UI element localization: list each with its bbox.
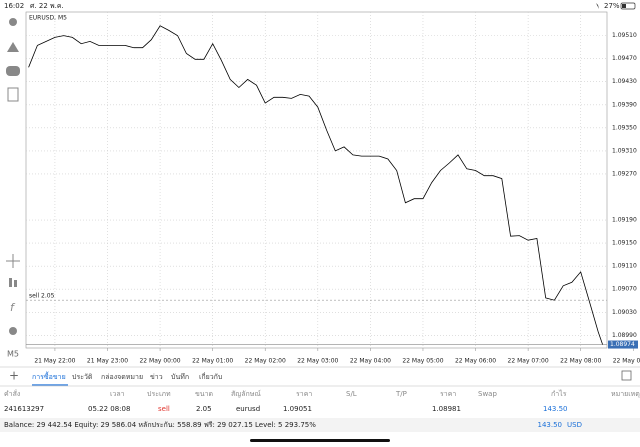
- table-header: ราคา: [296, 390, 312, 398]
- indicator-icon-2[interactable]: [14, 280, 17, 287]
- table-header: S/L: [346, 390, 357, 398]
- chat-icon[interactable]: [6, 66, 20, 76]
- table-header: ประเภท: [147, 390, 171, 398]
- location-icon: [596, 3, 599, 9]
- add-button[interactable]: +: [9, 369, 19, 383]
- y-tick-label: 1.08990: [612, 332, 637, 339]
- y-tick-label: 1.09510: [612, 32, 637, 39]
- x-tick-label: 21 May 23:00: [87, 358, 128, 365]
- news-icon[interactable]: [7, 87, 19, 102]
- crosshair-icon[interactable]: [6, 254, 20, 268]
- function-icon[interactable]: f: [10, 301, 16, 314]
- tab[interactable]: ประวัติ: [72, 373, 93, 381]
- total-profit: 143.50: [538, 421, 563, 429]
- y-tick-label: 1.09150: [612, 240, 637, 247]
- home-indicator: [250, 439, 390, 442]
- x-tick-label: 22 May 00:00: [139, 358, 180, 365]
- left-toolbar: f: [6, 18, 20, 335]
- battery-level: 27%: [604, 2, 620, 10]
- y-tick-label: 1.09470: [612, 55, 637, 62]
- cell-profit: 143.50: [543, 405, 568, 413]
- currency: USD: [567, 421, 582, 429]
- y-tick-label: 1.09310: [612, 147, 637, 154]
- account-icon[interactable]: [9, 18, 17, 26]
- tab[interactable]: เกี่ยวกับ: [199, 372, 222, 381]
- price-line-series: [28, 25, 603, 345]
- tab[interactable]: การซื้อขาย: [32, 370, 66, 381]
- cell-order: 241613297: [4, 405, 44, 413]
- table-row[interactable]: [0, 402, 640, 416]
- table-header: ราคา: [440, 390, 456, 398]
- cell-time: 05.22 08:08: [88, 405, 130, 413]
- table-header: สัญลักษณ์: [231, 390, 261, 398]
- cell-price: 1.08981: [432, 405, 461, 413]
- x-tick-label: 22 May 06:00: [455, 358, 496, 365]
- y-tick-label: 1.09270: [612, 170, 637, 177]
- order-label: sell 2.05: [29, 293, 55, 300]
- table-header: เวลา: [110, 390, 125, 398]
- chart-frame: [25, 11, 608, 349]
- y-tick-label: 1.09430: [612, 78, 637, 85]
- tab[interactable]: บันทึก: [171, 372, 189, 381]
- trade-icon[interactable]: [7, 42, 19, 52]
- cell-open-price: 1.09051: [283, 405, 312, 413]
- x-tick-label: 22 May 03:00: [297, 358, 338, 365]
- table-header: คำสั่ง: [4, 389, 20, 398]
- objects-icon[interactable]: [9, 327, 17, 335]
- y-tick-label: 1.09190: [612, 217, 637, 224]
- y-tick-label: 1.09030: [612, 309, 637, 316]
- x-tick-label: 22 May 08:00: [560, 358, 601, 365]
- x-tick-label: 21 May 22:00: [34, 358, 75, 365]
- price-box: [608, 340, 638, 349]
- status-time: 16:02: [4, 2, 24, 10]
- summary-bar: [0, 418, 640, 432]
- timeframe[interactable]: M5: [7, 350, 19, 359]
- indicator-icon[interactable]: [9, 278, 12, 287]
- x-tick-label: 22 May 09:00: [613, 358, 640, 365]
- menu-icon[interactable]: [621, 370, 632, 381]
- table-header: T/P: [395, 390, 407, 398]
- chart: 1.09510 1.09470 1.09430 1.09390 1.09350 1.093…: [26, 12, 640, 365]
- positions-table: คำสั่ง เวลา ประเภท ขนาด สัญลักษณ์ ราคา S/L T/P ร…: [0, 389, 640, 416]
- x-tick-label: 22 May 01:00: [192, 358, 233, 365]
- y-tick-label: 1.09070: [612, 286, 637, 293]
- y-tick-label: 1.09110: [612, 263, 637, 270]
- battery-fill: [622, 4, 626, 8]
- cell-type: sell: [158, 405, 170, 413]
- y-tick-label: 1.09390: [612, 101, 637, 108]
- table-header: หมายเหตุ: [611, 390, 640, 398]
- y-tick-label: 1.09350: [612, 124, 637, 131]
- table-header: กำไร: [551, 389, 567, 398]
- x-tick-label: 22 May 05:00: [402, 358, 443, 365]
- battery-icon: [620, 2, 636, 10]
- tab-bar: การซื้อขาย ประวัติ กล่องจดหมาย ข่าว บันทึก เก…: [32, 370, 222, 386]
- chart-symbol: EURUSD, M5: [29, 15, 67, 22]
- x-tick-label: 22 May 07:00: [508, 358, 549, 365]
- cell-size: 2.05: [196, 405, 212, 413]
- x-tick-label: 22 May 02:00: [245, 358, 286, 365]
- account-summary: Balance: 29 442.54 Equity: 29 586.04 หลั…: [4, 421, 316, 429]
- cell-symbol: eurusd: [236, 405, 260, 413]
- price-label: 1.08974: [610, 341, 635, 348]
- table-header: Swap: [478, 390, 497, 398]
- status-date: ศ. 22 พ.ค.: [30, 2, 64, 10]
- tab[interactable]: ข่าว: [150, 373, 163, 381]
- table-header: ขนาด: [195, 390, 213, 398]
- x-tick-label: 22 May 04:00: [350, 358, 391, 365]
- tab[interactable]: กล่องจดหมาย: [101, 373, 143, 381]
